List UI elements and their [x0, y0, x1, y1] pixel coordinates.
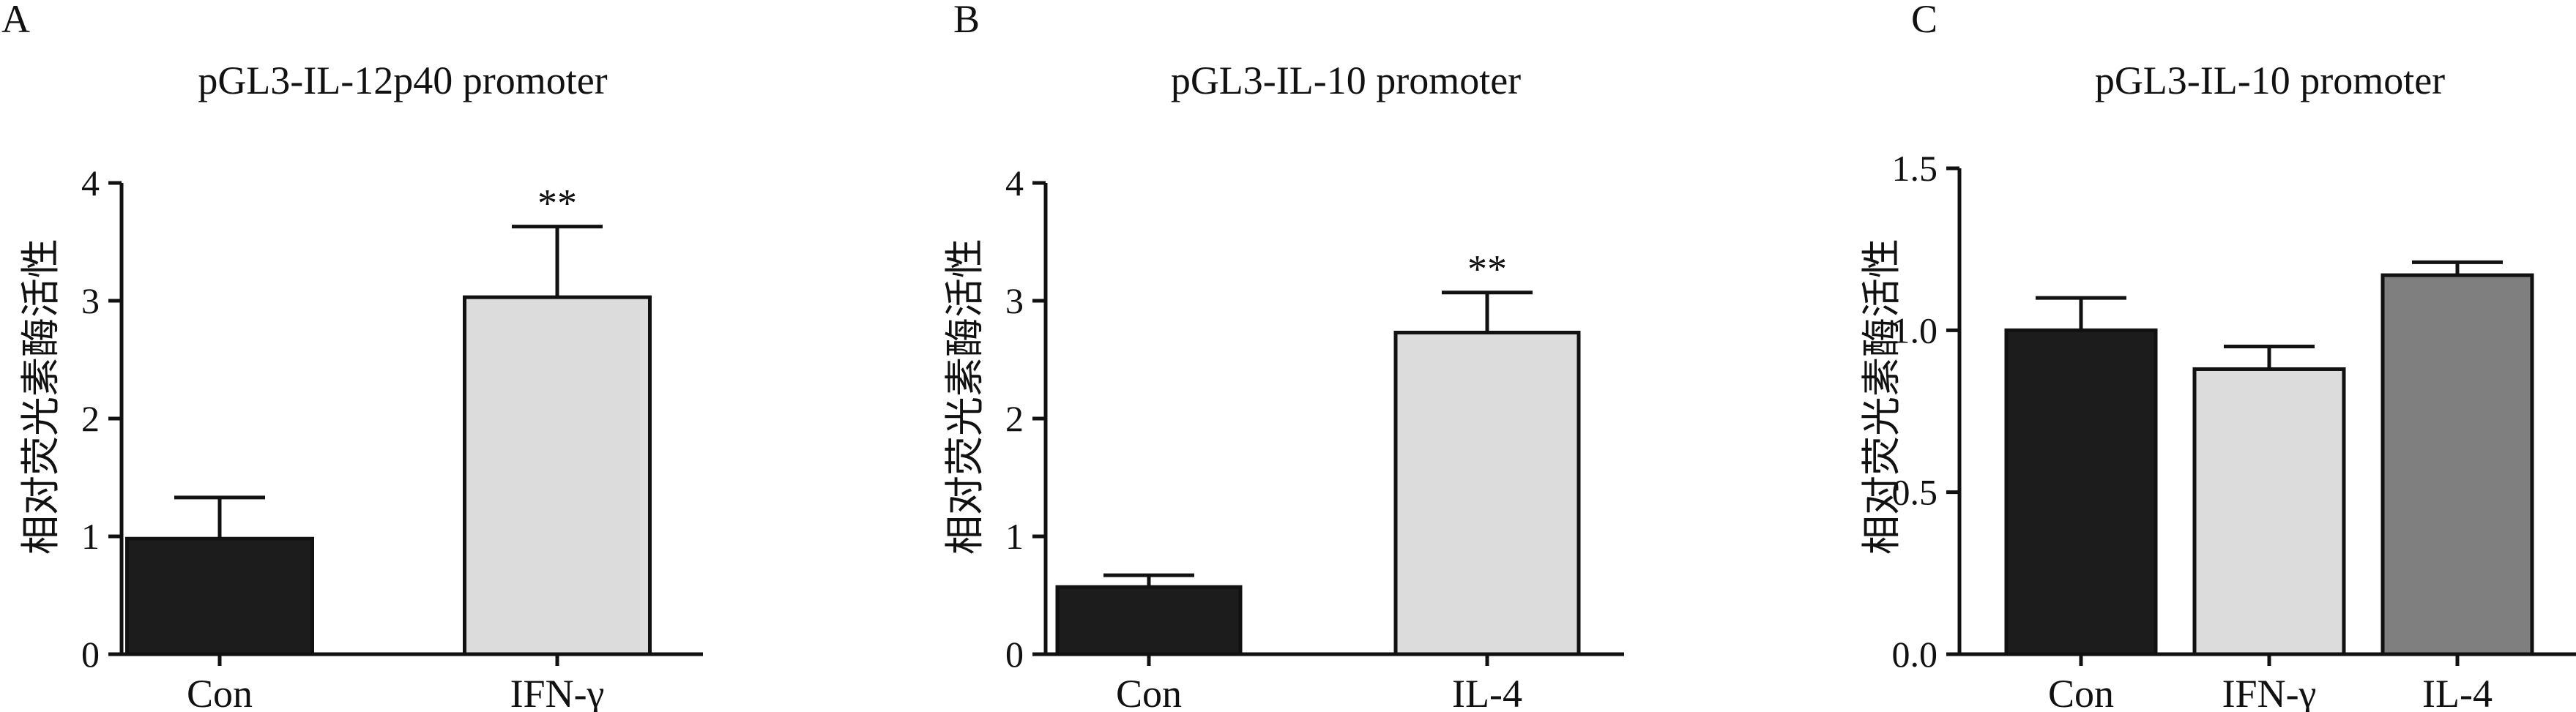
panel-a-y-tick-label-2: 2	[81, 398, 100, 439]
panel-c-y-tick-label-3: 1.5	[1892, 148, 1938, 189]
panel-c-y-axis-label: 相对荧光素酶活性	[1860, 239, 1904, 555]
panel-c-y-tick-label-2: 1.0	[1892, 310, 1938, 351]
panel-c: C pGL3-IL-10 promoter 相对荧光素酶活性 Con IFN-γ I…	[1860, 0, 2576, 712]
panel-c-bar-1	[2192, 367, 2346, 656]
panel-c-bar-0	[2004, 328, 2158, 656]
panel-b-letter: B	[953, 0, 980, 41]
panel-c-category-label-2: IL-4	[2422, 672, 2493, 712]
panel-b-category-label-0: Con	[1116, 672, 1182, 712]
panel-c-y-tick-label-0: 0.0	[1892, 634, 1938, 675]
panel-b-category-label-1: IL-4	[1452, 672, 1522, 712]
panel-c-y-tick-label-1: 0.5	[1892, 472, 1938, 513]
panel-b: B pGL3-IL-10 promoter 相对荧光素酶活性 Con IL-4 **…	[943, 0, 1624, 712]
panel-b-title: pGL3-IL-10 promoter	[1171, 59, 1521, 102]
panel-c-letter: C	[1911, 0, 1937, 41]
panel-a-category-label-0: Con	[187, 672, 253, 712]
panel-a-y-tick-label-1: 1	[81, 516, 100, 557]
panel-a-y-tick-label-0: 0	[81, 634, 100, 675]
panel-b-significance-mark-1: **	[1467, 247, 1507, 291]
panel-c-bar-2	[2380, 273, 2534, 656]
panel-b-y-tick-label-1: 1	[1005, 516, 1024, 557]
panel-b-bar-1	[1393, 330, 1581, 656]
panel-c-title: pGL3-IL-10 promoter	[2095, 59, 2445, 102]
panel-b-y-tick-label-4: 4	[1005, 162, 1024, 203]
panel-a: A pGL3-IL-12p40 promoter 相对荧光素酶活性 Con IFN…	[1, 0, 703, 712]
panel-a-significance-mark-1: **	[537, 181, 577, 225]
panel-b-plot: Con IL-4 ** 0 1 2 3 4	[1005, 162, 1624, 712]
panel-c-category-label-0: Con	[2048, 672, 2114, 712]
panel-c-plot: Con IFN-γ IL-4 0.0 0.5 1.0 1.5	[1892, 148, 2576, 712]
panel-c-category-label-1: IFN-γ	[2222, 672, 2317, 712]
panel-b-y-tick-label-0: 0	[1005, 634, 1024, 675]
panel-b-y-tick-label-3: 3	[1005, 280, 1024, 321]
panel-a-y-tick-label-3: 3	[81, 280, 100, 321]
panel-b-y-tick-label-2: 2	[1005, 398, 1024, 439]
panel-a-bar-1	[463, 295, 652, 656]
panel-b-bar-0	[1055, 585, 1243, 656]
panel-a-y-tick-label-4: 4	[81, 162, 100, 203]
panel-a-letter: A	[1, 0, 30, 41]
panel-a-bar-0	[125, 536, 314, 656]
panel-a-y-axis-label: 相对荧光素酶活性	[19, 239, 63, 555]
panel-b-y-axis-label: 相对荧光素酶活性	[943, 239, 987, 555]
panel-a-category-label-1: IFN-γ	[510, 672, 605, 712]
panel-a-plot: Con IFN-γ ** 0 1 2 3 4	[81, 162, 703, 712]
panel-a-title: pGL3-IL-12p40 promoter	[198, 59, 607, 102]
